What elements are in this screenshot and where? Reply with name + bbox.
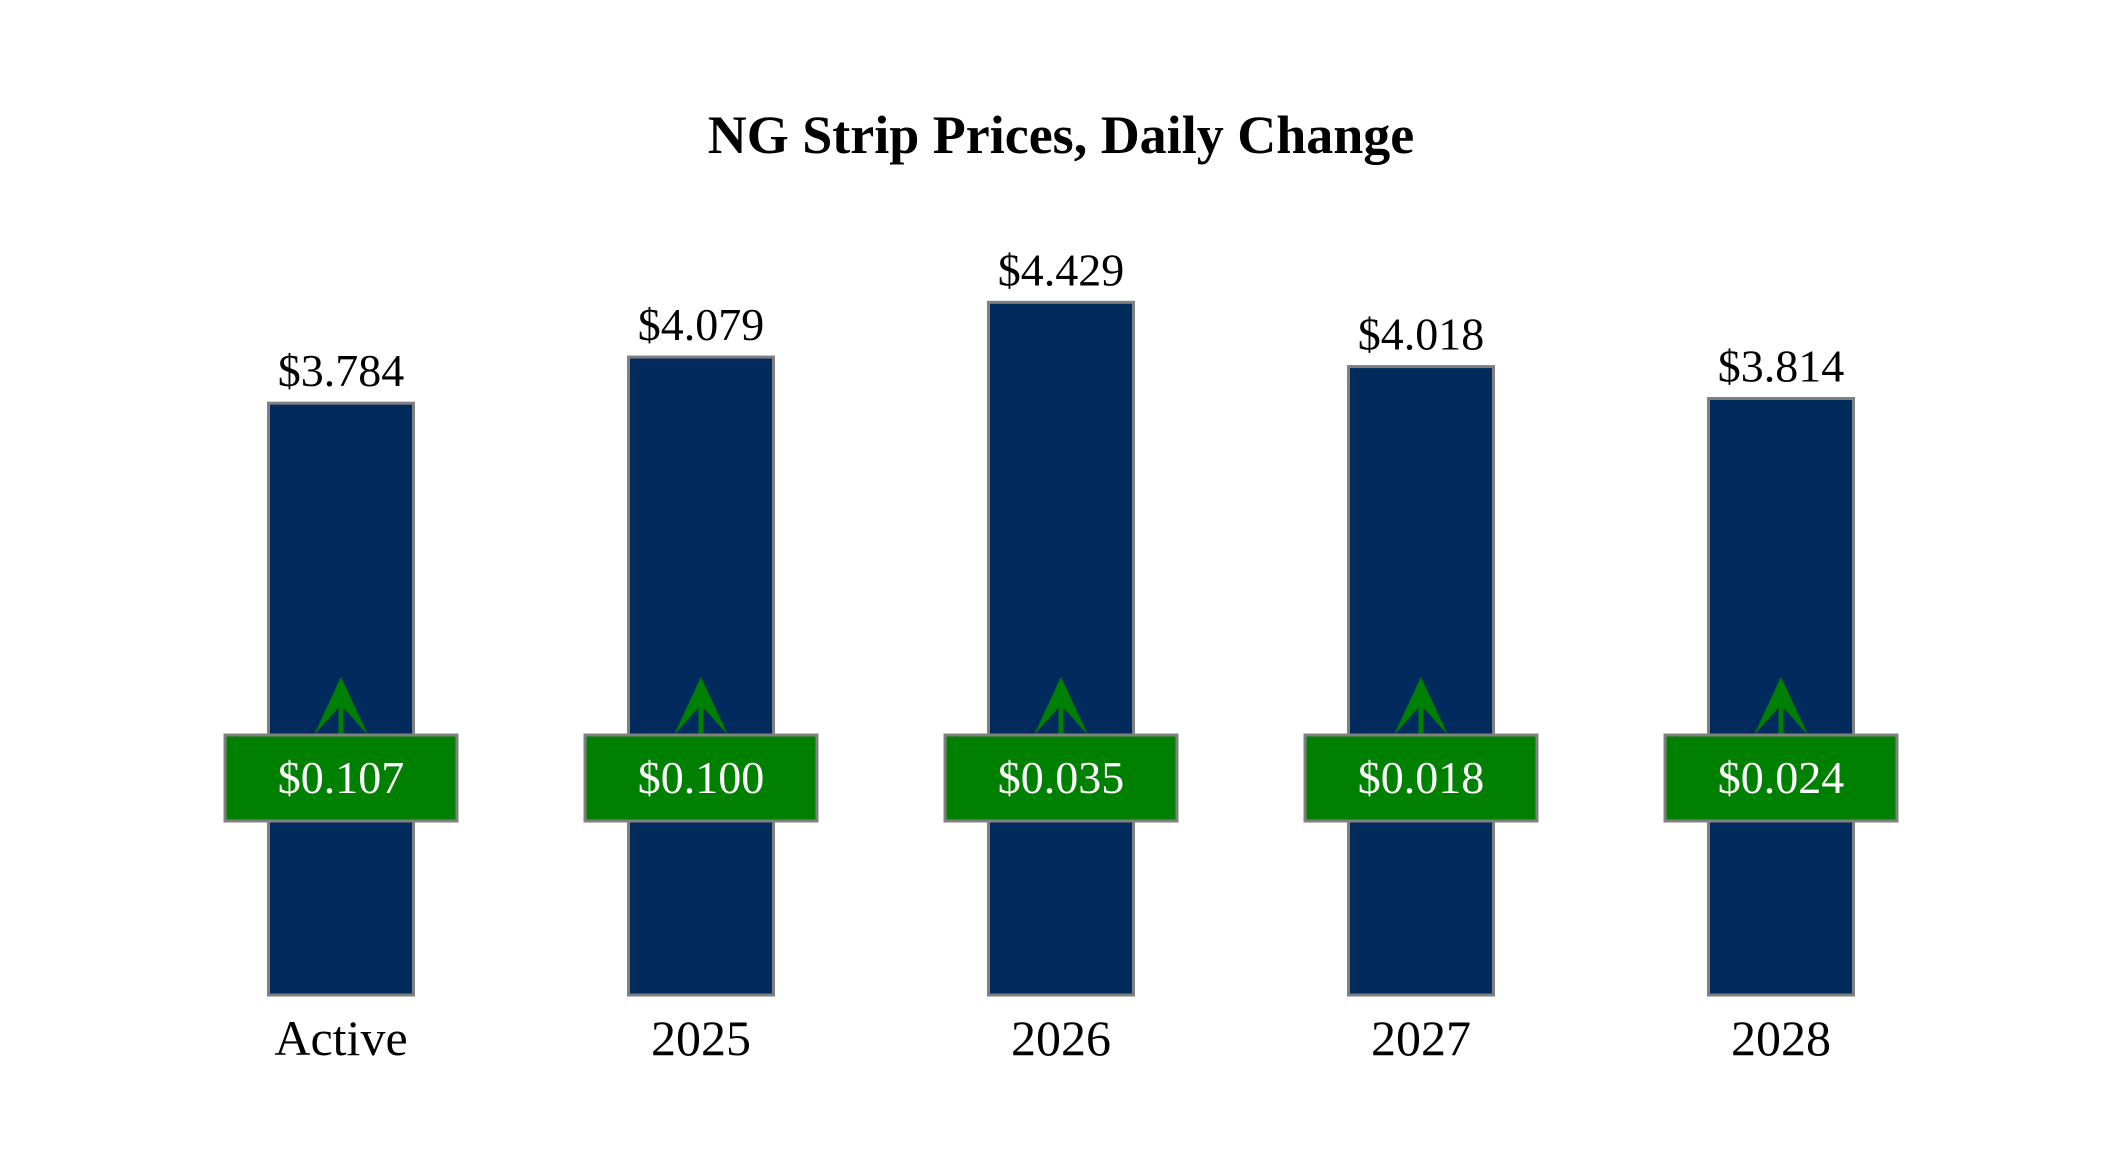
arrow-up-icon-head bbox=[1394, 677, 1448, 735]
category-label: Active bbox=[274, 1010, 407, 1066]
change-box bbox=[583, 733, 819, 823]
bar-value-label: $3.784 bbox=[278, 345, 405, 396]
bar-value-label: $4.429 bbox=[998, 244, 1125, 295]
change-box bbox=[1303, 733, 1539, 823]
arrow-up-icon-head bbox=[1034, 677, 1088, 735]
category-label: 2027 bbox=[1371, 1010, 1471, 1066]
change-label: $0.107 bbox=[278, 752, 405, 803]
category-label: 2026 bbox=[1011, 1010, 1111, 1066]
bar-value-label: $4.018 bbox=[1358, 309, 1485, 360]
category-label: 2025 bbox=[651, 1010, 751, 1066]
bar bbox=[627, 355, 775, 997]
bar-value-label: $4.079 bbox=[638, 299, 765, 350]
bar bbox=[987, 300, 1135, 997]
bar-value-label: $3.814 bbox=[1718, 340, 1845, 391]
change-label: $0.035 bbox=[998, 752, 1125, 803]
change-box bbox=[1663, 733, 1899, 823]
change-label: $0.018 bbox=[1358, 752, 1485, 803]
arrow-up-icon-head bbox=[1754, 677, 1808, 735]
change-label: $0.024 bbox=[1718, 752, 1845, 803]
arrow-up-icon-head bbox=[674, 677, 728, 735]
category-label: 2028 bbox=[1731, 1010, 1831, 1066]
chart-title: NG Strip Prices, Daily Change bbox=[708, 105, 1414, 165]
change-box bbox=[223, 733, 459, 823]
change-box bbox=[943, 733, 1179, 823]
arrow-up-icon-head bbox=[314, 677, 368, 735]
change-label: $0.100 bbox=[638, 752, 765, 803]
